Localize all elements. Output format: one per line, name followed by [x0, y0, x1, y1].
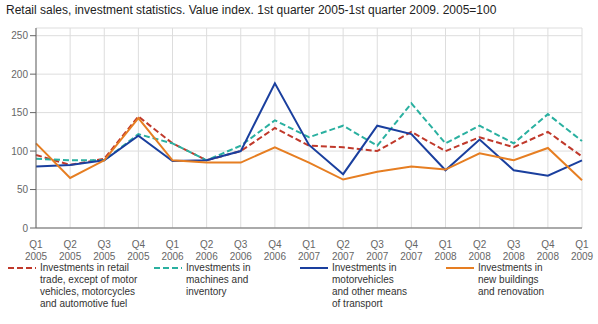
svg-text:Q22007: Q22007 — [332, 239, 355, 262]
html-text:Investments in new buildings a: Investments in new buildings and renovat… — [478, 262, 545, 297]
svg-text:250: 250 — [11, 30, 28, 41]
svg-text:Q12008: Q12008 — [434, 239, 457, 262]
html-text:Investments in motorvehicles a: Investments in motorvehicles and other m… — [332, 262, 408, 309]
svg-text:Q42007: Q42007 — [400, 239, 423, 262]
svg-text:0: 0 — [22, 223, 28, 234]
svg-text:Q32005: Q32005 — [93, 239, 116, 262]
svg-text:Q12009: Q12009 — [571, 239, 590, 262]
svg-text:Q42008: Q42008 — [537, 239, 560, 262]
svg-text:Q42005: Q42005 — [127, 239, 150, 262]
svg-text:Q42006: Q42006 — [264, 239, 287, 262]
html-text:Investments in retail trade, e: Investments in retail trade, except of m… — [40, 262, 138, 309]
svg-text:Q32006: Q32006 — [230, 239, 253, 262]
svg-text:Q22006: Q22006 — [196, 239, 219, 262]
svg-text:Q12005: Q12005 — [25, 239, 48, 262]
svg-text:100: 100 — [11, 146, 28, 157]
html-text:Investments in machines and in: Investments in machines and inventory — [186, 262, 251, 297]
svg-text:200: 200 — [11, 69, 28, 80]
svg-text:150: 150 — [11, 107, 28, 118]
svg-text:Q12006: Q12006 — [161, 239, 184, 262]
svg-text:Q12007: Q12007 — [298, 239, 321, 262]
svg-text:Q32007: Q32007 — [366, 239, 389, 262]
svg-text:50: 50 — [17, 184, 29, 195]
html-text:Retail sales, investment stati: Retail sales, investment statistics. Val… — [6, 3, 497, 17]
svg-text:Q22005: Q22005 — [59, 239, 82, 262]
svg-text:Q22008: Q22008 — [469, 239, 492, 262]
svg-text:Q32008: Q32008 — [503, 239, 526, 262]
